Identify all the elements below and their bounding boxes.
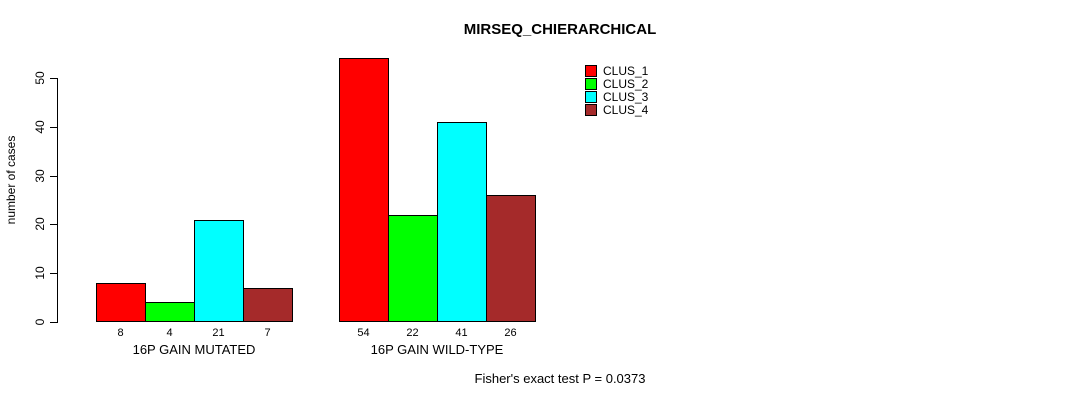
bar-clus_3-0	[194, 220, 244, 322]
bar-clus_1-0	[96, 283, 146, 322]
legend-label-clus_1: CLUS_1	[603, 64, 649, 78]
y-tick-label: 0	[33, 318, 47, 326]
category-label-0: 16P GAIN MUTATED	[132, 342, 256, 357]
y-tick-label: 30	[33, 169, 47, 183]
y-tick-mark	[50, 273, 57, 274]
y-tick-mark	[50, 176, 57, 177]
bar-value-label: 4	[166, 327, 173, 339]
category-label-1: 16P GAIN WILD-TYPE	[370, 342, 504, 357]
bar-clus_2-0	[145, 302, 195, 322]
chart-title: MIRSEQ_CHIERARCHICAL	[463, 21, 657, 38]
bar-value-label: 22	[406, 327, 419, 339]
y-axis-label: number of cases	[4, 135, 18, 225]
y-tick-mark	[50, 78, 57, 79]
y-tick-label: 20	[33, 217, 47, 231]
bar-value-label: 26	[504, 327, 517, 339]
legend-label-clus_3: CLUS_3	[603, 90, 649, 104]
legend-swatch-clus_4	[585, 104, 597, 116]
y-tick-label: 50	[33, 71, 47, 85]
y-tick-mark	[50, 224, 57, 225]
bar-value-label: 21	[212, 327, 225, 339]
bar-value-label: 8	[117, 327, 124, 339]
bar-clus_3-1	[437, 122, 487, 322]
bar-clus_2-1	[388, 215, 438, 322]
legend-swatch-clus_3	[585, 91, 597, 103]
legend-label-clus_2: CLUS_2	[603, 77, 649, 91]
bar-value-label: 7	[264, 327, 271, 339]
bar-value-label: 41	[455, 327, 468, 339]
legend-label-clus_4: CLUS_4	[603, 103, 649, 117]
legend-swatch-clus_2	[585, 78, 597, 90]
y-tick-mark	[50, 127, 57, 128]
annotation-fisher-test: Fisher's exact test P = 0.0373	[474, 371, 646, 386]
legend-swatch-clus_1	[585, 65, 597, 77]
bar-value-label: 54	[357, 327, 370, 339]
y-axis-line	[57, 78, 58, 323]
bar-clus_4-1	[486, 195, 536, 322]
y-tick-mark	[50, 322, 57, 323]
bar-clus_1-1	[339, 58, 389, 322]
y-tick-label: 10	[33, 266, 47, 280]
y-tick-label: 40	[33, 120, 47, 134]
bar-clus_4-0	[243, 288, 293, 322]
